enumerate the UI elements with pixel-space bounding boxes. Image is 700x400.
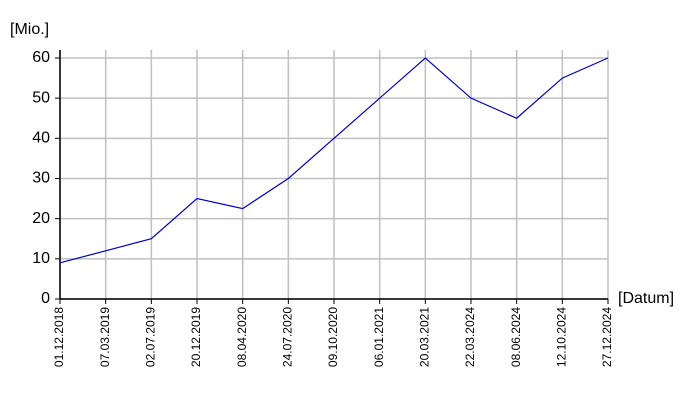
y-tick-label: 60: [32, 49, 50, 66]
y-tick-label: 20: [32, 210, 50, 227]
x-tick-label: 02.07.2019: [144, 307, 158, 367]
x-tick-label: 24.07.2020: [281, 307, 295, 367]
y-tick-label: 50: [32, 89, 50, 106]
x-tick-label: 12.10.2024: [555, 307, 569, 367]
x-tick-label: 08.06.2024: [509, 307, 523, 367]
x-tick-label: 06.01.2021: [372, 307, 386, 367]
x-tick-label: 07.03.2019: [98, 307, 112, 367]
x-tick-label: 08.04.2020: [235, 307, 249, 367]
y-tick-label: 0: [41, 290, 50, 307]
x-tick-label: 09.10.2020: [326, 307, 340, 367]
x-tick-label: 01.12.2018: [52, 307, 66, 367]
y-tick-label: 30: [32, 170, 50, 187]
x-tick-label: 20.03.2021: [418, 307, 432, 367]
x-tick-label: 27.12.2024: [600, 307, 614, 367]
x-tick-label: 22.03.2024: [463, 307, 477, 367]
x-tick-label: 20.12.2019: [189, 307, 203, 367]
y-tick-label: 40: [32, 130, 50, 147]
x-axis-label: [Datum]: [618, 290, 674, 307]
data-line: [59, 57, 609, 264]
y-tick-label: 10: [32, 250, 50, 267]
y-axis-label: [Mio.]: [10, 21, 49, 38]
